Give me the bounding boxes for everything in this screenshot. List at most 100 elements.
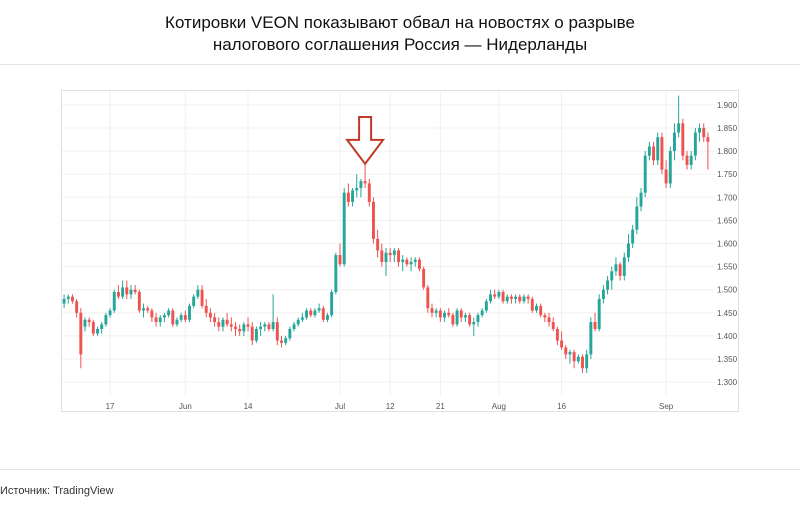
candle (698, 123, 702, 142)
candle-body (70, 296, 74, 302)
candle-body (501, 292, 505, 302)
candle-body (296, 319, 300, 325)
candle (179, 312, 183, 323)
candle (606, 275, 610, 295)
candle (430, 303, 434, 318)
candle (656, 132, 660, 165)
candle (246, 317, 250, 332)
candle-body (79, 312, 83, 355)
candle (468, 312, 472, 327)
candle-body (96, 328, 99, 334)
candle-body (275, 322, 279, 341)
y-axis: 1.300 1.350 1.400 1.450 1.500 1.550 1.600 1.650… (717, 101, 738, 387)
candle-body (359, 181, 363, 189)
candle (480, 308, 484, 318)
candlestick-chart[interactable]: 1.300 1.350 1.400 1.450 1.500 1.550 1.600 1.650… (0, 0, 800, 470)
candle-body (91, 322, 95, 334)
candle (631, 225, 635, 249)
candle-body (267, 324, 271, 329)
candle-body (422, 268, 426, 288)
candle (238, 324, 242, 336)
candle-body (384, 252, 388, 262)
candle (154, 312, 158, 327)
candle-body (196, 289, 200, 297)
candle-body (518, 296, 522, 302)
candle (116, 285, 120, 299)
candle (200, 285, 204, 309)
y-tick-label: 1.700 (717, 193, 738, 202)
candle (627, 234, 630, 262)
candle (192, 294, 196, 309)
candle (497, 289, 501, 299)
candle-body (225, 319, 229, 325)
candle-body (87, 319, 91, 323)
candle (681, 118, 685, 161)
candle (371, 197, 375, 244)
candle-body (601, 289, 605, 299)
candle-body (351, 190, 355, 202)
candle (280, 335, 283, 348)
candle-body (83, 319, 87, 327)
candle (551, 317, 555, 332)
candle (376, 229, 380, 258)
candle (455, 308, 459, 327)
candle-body (476, 315, 480, 323)
candle (250, 322, 254, 346)
candle-body (250, 326, 254, 341)
candle-body (200, 289, 204, 306)
candle (643, 151, 647, 198)
candle-body (606, 280, 610, 290)
candle-body (271, 322, 275, 329)
candle-body (539, 305, 543, 316)
candle (225, 312, 229, 327)
candle-body (430, 308, 434, 313)
candle (622, 252, 626, 281)
candle-body (689, 155, 693, 165)
candle-body (338, 255, 342, 265)
candle (125, 280, 129, 299)
candle (677, 95, 681, 138)
candle-body (112, 292, 116, 311)
candle-body (489, 294, 492, 302)
candle (288, 326, 292, 341)
y-tick-label: 1.450 (717, 309, 738, 318)
candle (167, 308, 171, 318)
candle (530, 296, 534, 313)
candle-body (447, 312, 451, 316)
candle-body (443, 312, 446, 318)
candle (254, 326, 258, 343)
candle-body (259, 326, 263, 329)
candle-body (376, 238, 380, 251)
candle (392, 248, 396, 262)
candle (568, 349, 572, 364)
candle-body (698, 127, 702, 133)
candle (321, 305, 325, 323)
candle-body (346, 192, 350, 202)
candles (62, 95, 710, 373)
candle (501, 289, 505, 304)
candle (346, 183, 350, 207)
candle-body (426, 287, 430, 309)
candle (409, 257, 413, 272)
candle (635, 197, 639, 235)
candle-body (543, 315, 547, 318)
candle-body (355, 188, 359, 191)
candle-body (547, 317, 551, 323)
candle (334, 252, 338, 295)
candle-body (455, 310, 459, 325)
candle-body (472, 322, 476, 325)
candle-body (100, 324, 104, 329)
candle-body (213, 317, 217, 323)
x-tick-label: 21 (436, 402, 445, 411)
candle (689, 151, 693, 170)
candle (388, 248, 392, 262)
candle (702, 123, 706, 142)
candle-body (129, 289, 133, 295)
candle-body (280, 340, 283, 343)
candle (581, 354, 584, 373)
candle-body (104, 315, 108, 325)
candle-body (133, 289, 137, 293)
candle (547, 312, 551, 327)
candle (208, 308, 212, 323)
candle-body (367, 183, 371, 202)
